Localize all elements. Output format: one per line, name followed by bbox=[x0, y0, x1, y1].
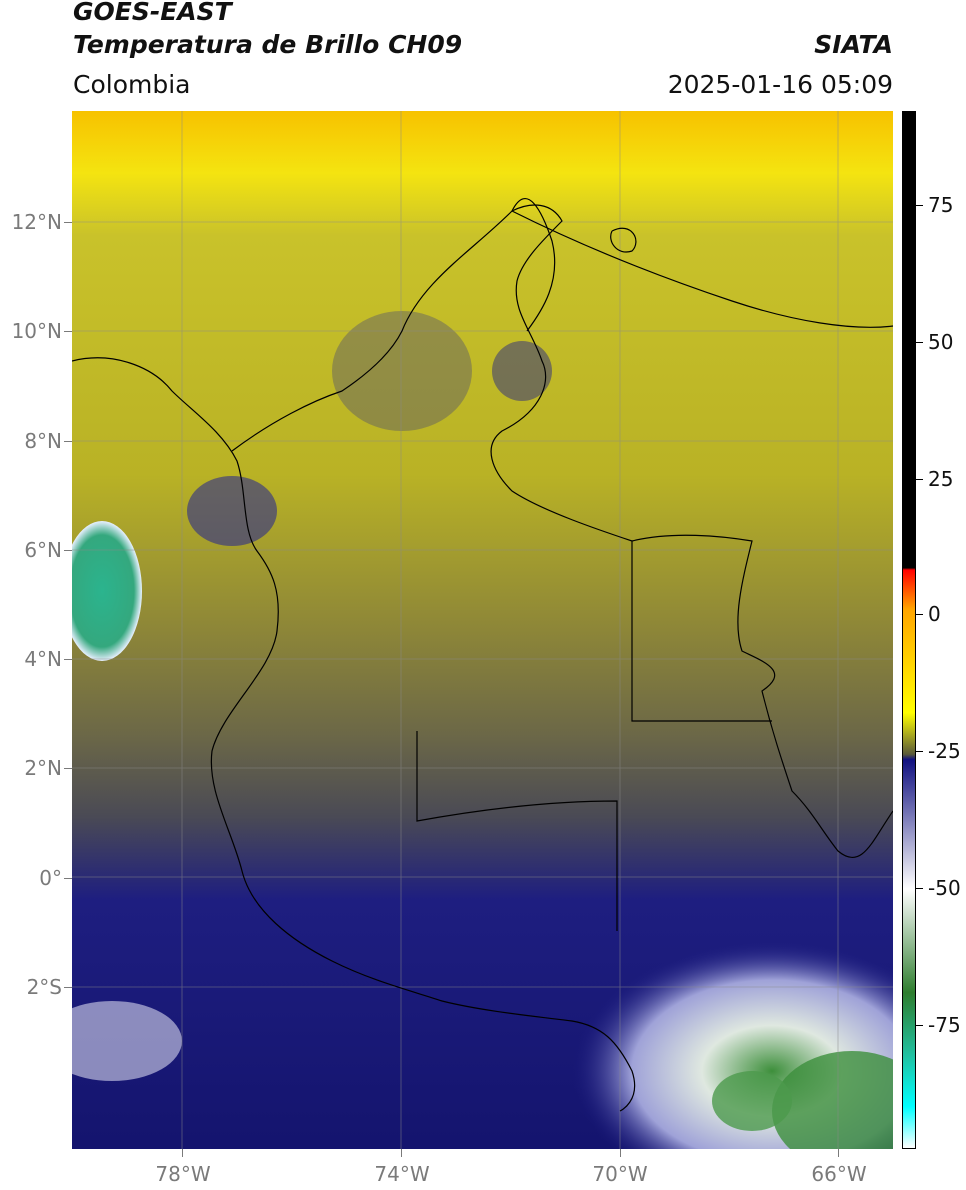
lat-label-12n: 12°N bbox=[11, 210, 62, 234]
y-tick bbox=[64, 987, 72, 988]
colorbar-label-minus50: -50 bbox=[928, 876, 961, 900]
colorbar-label-50: 50 bbox=[928, 330, 954, 354]
lat-label-10n: 10°N bbox=[11, 319, 62, 343]
satellite-name: GOES-EAST bbox=[73, 0, 232, 26]
cb-tick bbox=[916, 205, 923, 206]
venezuela-coast bbox=[511, 210, 893, 328]
paraguana-peninsula bbox=[610, 227, 637, 253]
lat-label-0: 0° bbox=[39, 866, 62, 890]
x-tick bbox=[401, 1149, 402, 1157]
brand-label: SIATA bbox=[814, 30, 893, 59]
colorbar-label-0: 0 bbox=[928, 602, 941, 626]
cb-tick bbox=[916, 614, 923, 615]
y-tick bbox=[64, 659, 72, 660]
cb-tick bbox=[916, 479, 923, 480]
lat-label-2n: 2°N bbox=[24, 756, 62, 780]
region-label: Colombia bbox=[73, 70, 191, 99]
blue-cloud-choco bbox=[187, 476, 277, 546]
lon-label-78w: 78°W bbox=[155, 1162, 211, 1186]
y-tick bbox=[64, 550, 72, 551]
cb-tick bbox=[916, 888, 923, 889]
teal-cloud-pacific bbox=[72, 521, 142, 661]
map-canvas bbox=[72, 111, 893, 1149]
blue-cloud-north bbox=[332, 311, 472, 431]
colombia-border-north-east bbox=[231, 204, 893, 858]
x-tick bbox=[182, 1149, 183, 1157]
cb-tick bbox=[916, 1025, 923, 1026]
lon-label-74w: 74°W bbox=[374, 1162, 430, 1186]
x-tick bbox=[838, 1149, 839, 1157]
borders bbox=[72, 197, 893, 1112]
y-tick bbox=[64, 441, 72, 442]
y-tick bbox=[64, 222, 72, 223]
internal-boundary bbox=[416, 731, 618, 931]
green-cloud-core bbox=[772, 1051, 893, 1149]
lon-label-70w: 70°W bbox=[592, 1162, 648, 1186]
colorbar-label-25: 25 bbox=[928, 467, 954, 491]
timestamp-label: 2025-01-16 05:09 bbox=[667, 70, 893, 99]
lat-label-4n: 4°N bbox=[24, 647, 62, 671]
colorbar-label-75: 75 bbox=[928, 193, 954, 217]
y-tick bbox=[64, 331, 72, 332]
lon-label-66w: 66°W bbox=[811, 1162, 867, 1186]
colorbar-label-minus25: -25 bbox=[928, 739, 961, 763]
cb-tick bbox=[916, 342, 923, 343]
y-tick bbox=[64, 878, 72, 879]
colorbar-label-minus75: -75 bbox=[928, 1013, 961, 1037]
product-title: Temperatura de Brillo CH09 bbox=[73, 30, 463, 59]
white-cloud-southwest bbox=[72, 1001, 182, 1081]
satellite-map bbox=[72, 111, 893, 1149]
venezuela-border-south bbox=[631, 541, 772, 722]
lat-label-8n: 8°N bbox=[24, 429, 62, 453]
x-tick bbox=[620, 1149, 621, 1157]
blue-cloud-maracaibo bbox=[492, 341, 552, 401]
lat-label-2s: 2°S bbox=[26, 975, 62, 999]
lat-label-6n: 6°N bbox=[24, 538, 62, 562]
graticule bbox=[72, 111, 893, 1149]
y-tick bbox=[64, 768, 72, 769]
colorbar bbox=[902, 111, 916, 1149]
maracaibo-lake bbox=[511, 197, 556, 332]
green-cloud-core-2 bbox=[712, 1071, 792, 1131]
colombia-border-west-south bbox=[72, 357, 635, 1112]
cb-tick bbox=[916, 751, 923, 752]
